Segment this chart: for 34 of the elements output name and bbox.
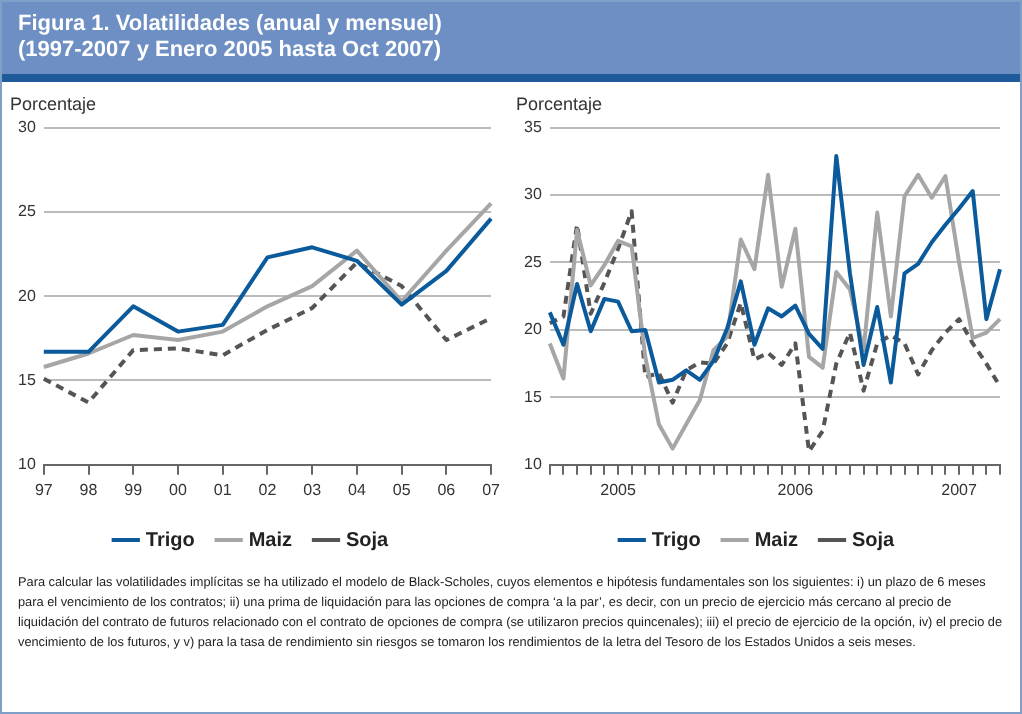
legend-label: Trigo (145, 529, 195, 552)
x-tick-label: 05 (392, 480, 412, 499)
y-tick-label: 15 (17, 370, 37, 389)
x-tick-label: 98 (79, 480, 99, 499)
y-tick-label: 10 (523, 455, 543, 474)
x-tick-label: 03 (303, 480, 323, 499)
y-axis-title: Porcentaje (516, 93, 603, 114)
x-tick-label: 01 (213, 480, 233, 499)
legend-label: Soja (852, 529, 896, 552)
y-tick-label: 15 (523, 387, 543, 406)
x-tick-label: 2006 (777, 480, 815, 499)
y-tick-label: 30 (17, 118, 37, 137)
y-tick-label: 25 (523, 252, 543, 271)
x-tick-label: 02 (258, 480, 278, 499)
x-tick-label: 06 (437, 480, 457, 499)
x-tick-label: 99 (124, 480, 144, 499)
legend-label: Soja (346, 529, 390, 552)
x-tick-label: 07 (482, 480, 502, 499)
x-tick-label: 2005 (600, 480, 637, 499)
y-tick-label: 30 (523, 185, 543, 204)
y-tick-label: 20 (17, 286, 37, 305)
x-tick-label: 97 (34, 480, 54, 499)
y-axis-title: Porcentaje (10, 93, 97, 114)
x-tick-label: 00 (169, 480, 188, 499)
x-tick-label: 04 (348, 480, 367, 499)
legend-label: Maiz (754, 529, 798, 552)
legend-label: Trigo (651, 529, 701, 552)
y-tick-label: 35 (523, 118, 543, 137)
y-tick-label: 10 (17, 455, 37, 474)
y-tick-label: 20 (523, 320, 543, 339)
chart-title: Figura 1. Volatilidades (anual y mensuel) (1997-2007 y Enero 2005 hasta Oct 2007) (2, 2, 1020, 82)
legend-label: Maiz (248, 529, 292, 552)
y-tick-label: 25 (17, 202, 37, 221)
x-tick-label: 2007 (941, 480, 978, 499)
